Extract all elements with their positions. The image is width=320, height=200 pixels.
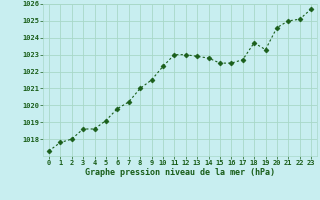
X-axis label: Graphe pression niveau de la mer (hPa): Graphe pression niveau de la mer (hPa) xyxy=(85,168,275,177)
